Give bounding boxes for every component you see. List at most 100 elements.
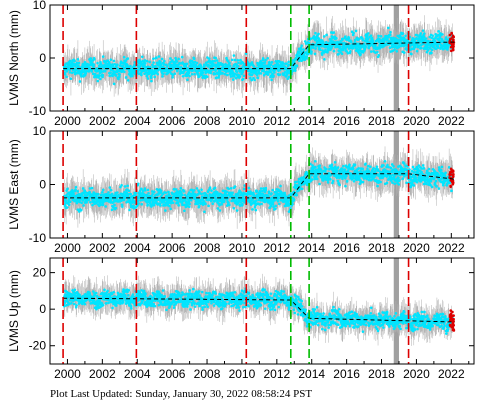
- data-point: [374, 51, 377, 54]
- data-point: [237, 194, 240, 197]
- data-point: [112, 82, 116, 86]
- panel-north: 2000 2002 2004 2006 2008 2010 2012 2014 2016 2018…: [7, 0, 475, 128]
- data-point: [313, 52, 317, 56]
- data-point: [388, 33, 392, 37]
- data-point: [265, 301, 268, 304]
- data-point: [187, 191, 191, 194]
- data-point: [168, 305, 172, 308]
- data-point: [175, 60, 179, 63]
- data-point: [138, 189, 142, 193]
- data-point: [431, 34, 434, 37]
- data-point: [209, 71, 213, 75]
- data-point: [235, 70, 239, 74]
- data-point: [249, 76, 252, 80]
- data-point: [157, 290, 160, 293]
- data-point: [267, 300, 270, 304]
- data-point: [248, 65, 251, 68]
- data-point: [137, 202, 140, 205]
- data-point: [386, 26, 390, 30]
- recent-point: [450, 43, 454, 47]
- data-point: [350, 172, 353, 176]
- data-point: [336, 166, 340, 169]
- data-point: [88, 190, 91, 194]
- data-point: [190, 72, 194, 76]
- data-point: [213, 300, 216, 304]
- data-point: [247, 186, 251, 190]
- data-point: [428, 47, 432, 50]
- data-point: [256, 76, 260, 80]
- data-point: [414, 176, 418, 179]
- data-point: [195, 290, 198, 293]
- recent-point: [451, 169, 455, 172]
- data-point: [434, 179, 438, 183]
- data-point: [149, 304, 153, 308]
- data-point: [346, 51, 350, 55]
- data-point: [171, 201, 175, 205]
- x-tick-label: 2022: [438, 114, 465, 128]
- data-point: [352, 180, 356, 183]
- data-point: [78, 200, 81, 204]
- data-point: [78, 293, 81, 297]
- data-point: [312, 169, 316, 173]
- data-point: [73, 288, 77, 292]
- data-point: [109, 188, 113, 192]
- data-point: [321, 327, 324, 331]
- data-point: [193, 60, 197, 64]
- data-point: [128, 208, 131, 212]
- data-point: [292, 198, 296, 202]
- data-point: [338, 183, 341, 187]
- data-point: [183, 209, 186, 213]
- data-point: [197, 204, 201, 208]
- data-point: [206, 305, 209, 309]
- data-point: [203, 305, 206, 309]
- data-point: [65, 75, 68, 79]
- data-point: [155, 56, 158, 59]
- data-point: [107, 301, 110, 305]
- data-point: [376, 50, 379, 54]
- data-point: [421, 29, 425, 32]
- y-tick-label: -10: [29, 104, 47, 118]
- data-point: [433, 181, 437, 185]
- data-point: [196, 294, 199, 298]
- data-point: [335, 37, 338, 40]
- data-point: [111, 306, 114, 310]
- x-tick-label: 2002: [89, 114, 116, 128]
- recent-point: [449, 45, 453, 49]
- data-point: [178, 61, 181, 65]
- data-point: [419, 46, 423, 50]
- data-point: [233, 58, 237, 62]
- data-point: [92, 298, 96, 302]
- data-point: [269, 204, 273, 208]
- data-point: [304, 308, 307, 312]
- data-point: [414, 45, 417, 49]
- data-point: [300, 305, 304, 308]
- data-point: [429, 44, 433, 48]
- data-point: [271, 188, 274, 192]
- data-point: [201, 308, 204, 311]
- data-point: [369, 50, 373, 53]
- recent-point: [452, 38, 455, 42]
- data-point: [287, 306, 291, 309]
- data-point: [270, 192, 273, 195]
- data-point: [212, 304, 216, 307]
- data-point: [202, 200, 206, 203]
- data-point: [91, 203, 94, 207]
- data-point: [366, 164, 370, 168]
- data-point: [223, 305, 227, 308]
- data-point: [80, 75, 83, 78]
- data-point: [300, 187, 304, 191]
- data-point: [266, 56, 269, 60]
- data-point: [253, 205, 257, 209]
- data-point: [359, 52, 362, 56]
- data-point: [152, 61, 155, 64]
- data-point: [233, 75, 236, 78]
- data-point: [168, 70, 172, 74]
- data-point: [430, 51, 433, 55]
- data-point: [215, 76, 218, 79]
- data-point: [120, 203, 124, 206]
- data-point: [345, 174, 348, 178]
- data-point: [186, 193, 190, 196]
- data-point: [81, 67, 84, 71]
- data-point: [271, 72, 274, 76]
- data-point: [236, 59, 240, 62]
